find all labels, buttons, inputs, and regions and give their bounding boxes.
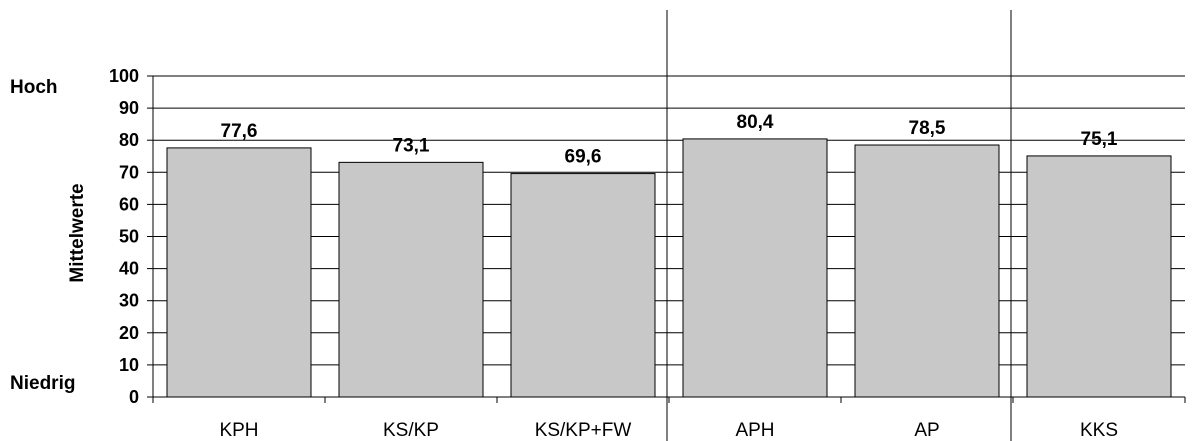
x-tick-label: KS/KP [383,420,439,441]
bar-value-label: 80,4 [737,112,774,133]
y-axis-label: Mittelwerte [67,183,88,282]
gridlines [153,75,1185,366]
bar-kph [166,147,312,398]
y-tick-label: 60 [119,194,139,214]
bar-value-label: 77,6 [221,121,258,142]
bar-kks [1026,155,1172,398]
group-separators [666,10,1012,441]
x-tick-label: KKS [1080,420,1118,441]
bar-ks-kp [338,161,484,398]
x-tick-label: KPH [219,420,258,441]
bar-aph [682,138,828,398]
y-tick-label: 40 [119,259,139,279]
x-tick-label: KS/KP+FW [535,420,632,441]
bars [166,138,1172,398]
y-tick-label: 30 [119,291,139,311]
y-tick-label: 50 [119,227,139,247]
bar-value-label: 78,5 [909,118,946,139]
bar-value-label: 75,1 [1081,129,1118,150]
scale-low-label: Niedrig [10,373,75,394]
bar-value-label: 69,6 [565,147,602,168]
x-tick-label: AP [914,420,939,441]
bar-value-label: 73,1 [393,135,430,156]
axes [147,75,1186,403]
y-tick-label: 80 [119,130,139,150]
bar-ks-kp-fw [510,173,656,398]
y-tick-label: 0 [129,387,139,407]
x-tick-label: APH [735,420,774,441]
y-tick-label: 70 [119,162,139,182]
y-tick-label: 90 [119,98,139,118]
scale-high-label: Hoch [10,77,58,98]
y-tick-label: 10 [119,355,139,375]
labels: 0 10 20 30 40 50 60 70 80 90 100 77,6 KPH 73,1 KS/KP 69… [109,66,1118,441]
y-tick-label: 20 [119,323,139,343]
y-tick-label: 100 [109,66,139,86]
bar-ap [854,144,1000,398]
